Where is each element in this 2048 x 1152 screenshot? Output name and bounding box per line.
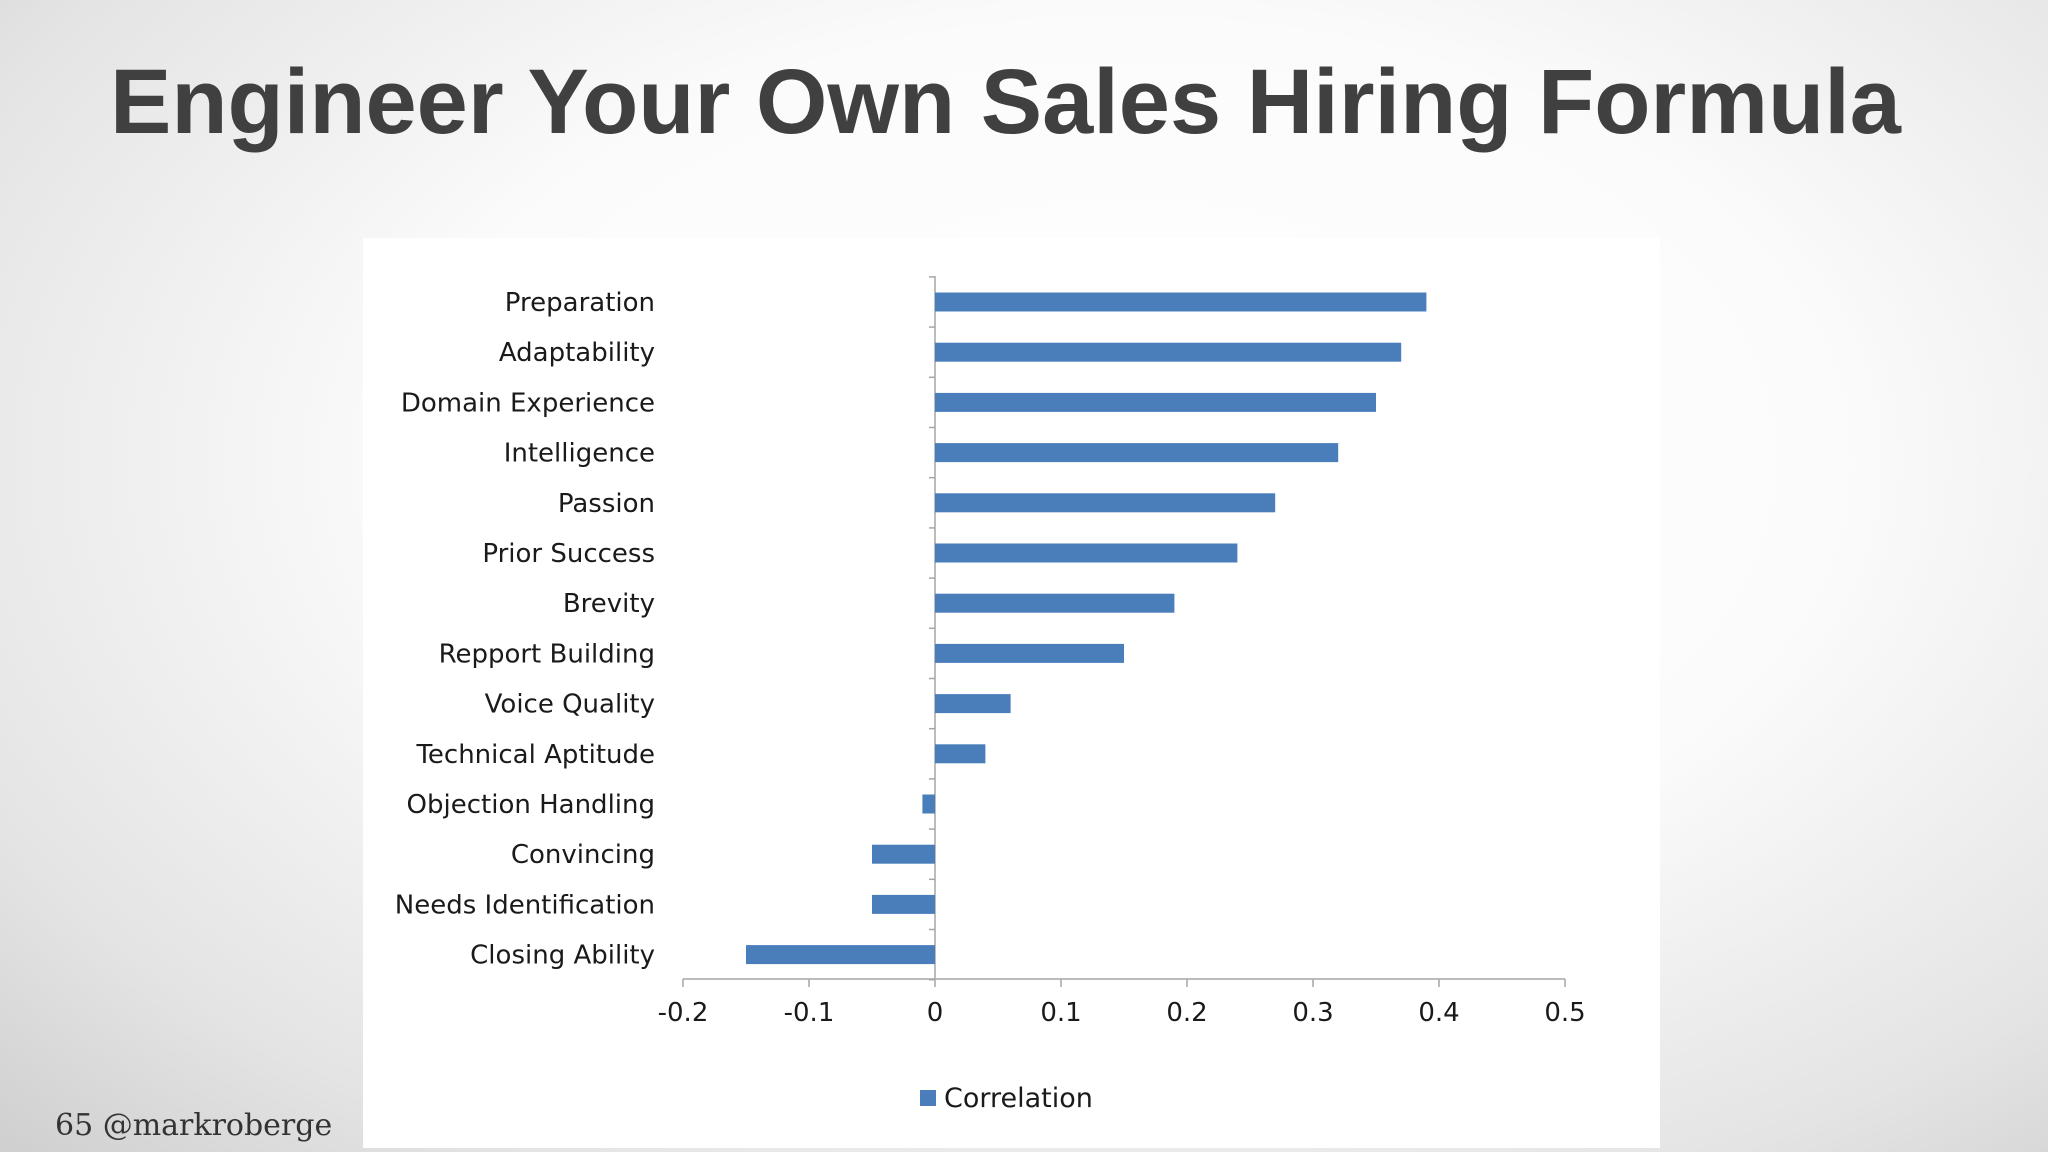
bar-repport-building bbox=[935, 643, 1124, 663]
category-label: Prior Success bbox=[482, 539, 655, 569]
bar-objection-handling bbox=[922, 794, 935, 814]
category-label: Voice Quality bbox=[485, 690, 655, 720]
value-tick-label: 0.1 bbox=[1040, 998, 1081, 1028]
legend-swatch bbox=[920, 1090, 936, 1106]
bar-convincing bbox=[872, 844, 935, 864]
bar-brevity bbox=[935, 593, 1175, 613]
category-label: Passion bbox=[558, 489, 655, 519]
value-tick-label: 0 bbox=[927, 998, 944, 1028]
value-tick-label: 0.4 bbox=[1418, 998, 1459, 1028]
category-label: Closing Ability bbox=[470, 941, 655, 971]
value-tick-label: 0.2 bbox=[1166, 998, 1207, 1028]
category-label: Domain Experience bbox=[401, 388, 655, 418]
value-tick-label: 0.3 bbox=[1292, 998, 1333, 1028]
bar-closing-ability bbox=[746, 945, 935, 965]
category-label: Brevity bbox=[563, 589, 655, 619]
value-tick-label: 0.5 bbox=[1544, 998, 1585, 1028]
category-label: Objection Handling bbox=[407, 790, 655, 820]
bar-prior-success bbox=[935, 543, 1238, 563]
correlation-bar-chart: -0.2 -0.1 0 0.1 0.2 0.3 0.4 0.5 Preparation Adapt… bbox=[395, 276, 1586, 1114]
category-label: Convincing bbox=[511, 840, 655, 870]
value-tick-label: -0.2 bbox=[658, 998, 709, 1028]
category-label: Adaptability bbox=[499, 338, 655, 368]
bar-domain-experience bbox=[935, 392, 1376, 412]
bar-technical-aptitude bbox=[935, 744, 986, 764]
chart-panel: -0.2 -0.1 0 0.1 0.2 0.3 0.4 0.5 Preparation Adapt… bbox=[363, 238, 1660, 1148]
category-label: Preparation bbox=[505, 288, 655, 318]
bar-preparation bbox=[935, 292, 1427, 312]
category-label: Technical Aptitude bbox=[415, 740, 655, 770]
value-tick-label: -0.1 bbox=[784, 998, 835, 1028]
bar-adaptability bbox=[935, 342, 1402, 362]
category-label: Repport Building bbox=[439, 639, 655, 669]
slide-title: Engineer Your Own Sales Hiring Formula bbox=[110, 51, 1901, 153]
bar-needs-identification bbox=[872, 894, 935, 914]
slide-footer: 65 @markroberge bbox=[55, 1108, 333, 1143]
bar-voice-quality bbox=[935, 694, 1011, 714]
legend-label: Correlation bbox=[944, 1083, 1093, 1114]
category-label: Intelligence bbox=[504, 439, 655, 469]
bar-passion bbox=[935, 493, 1276, 513]
category-label: Needs Identification bbox=[395, 890, 655, 920]
bar-intelligence bbox=[935, 443, 1339, 463]
